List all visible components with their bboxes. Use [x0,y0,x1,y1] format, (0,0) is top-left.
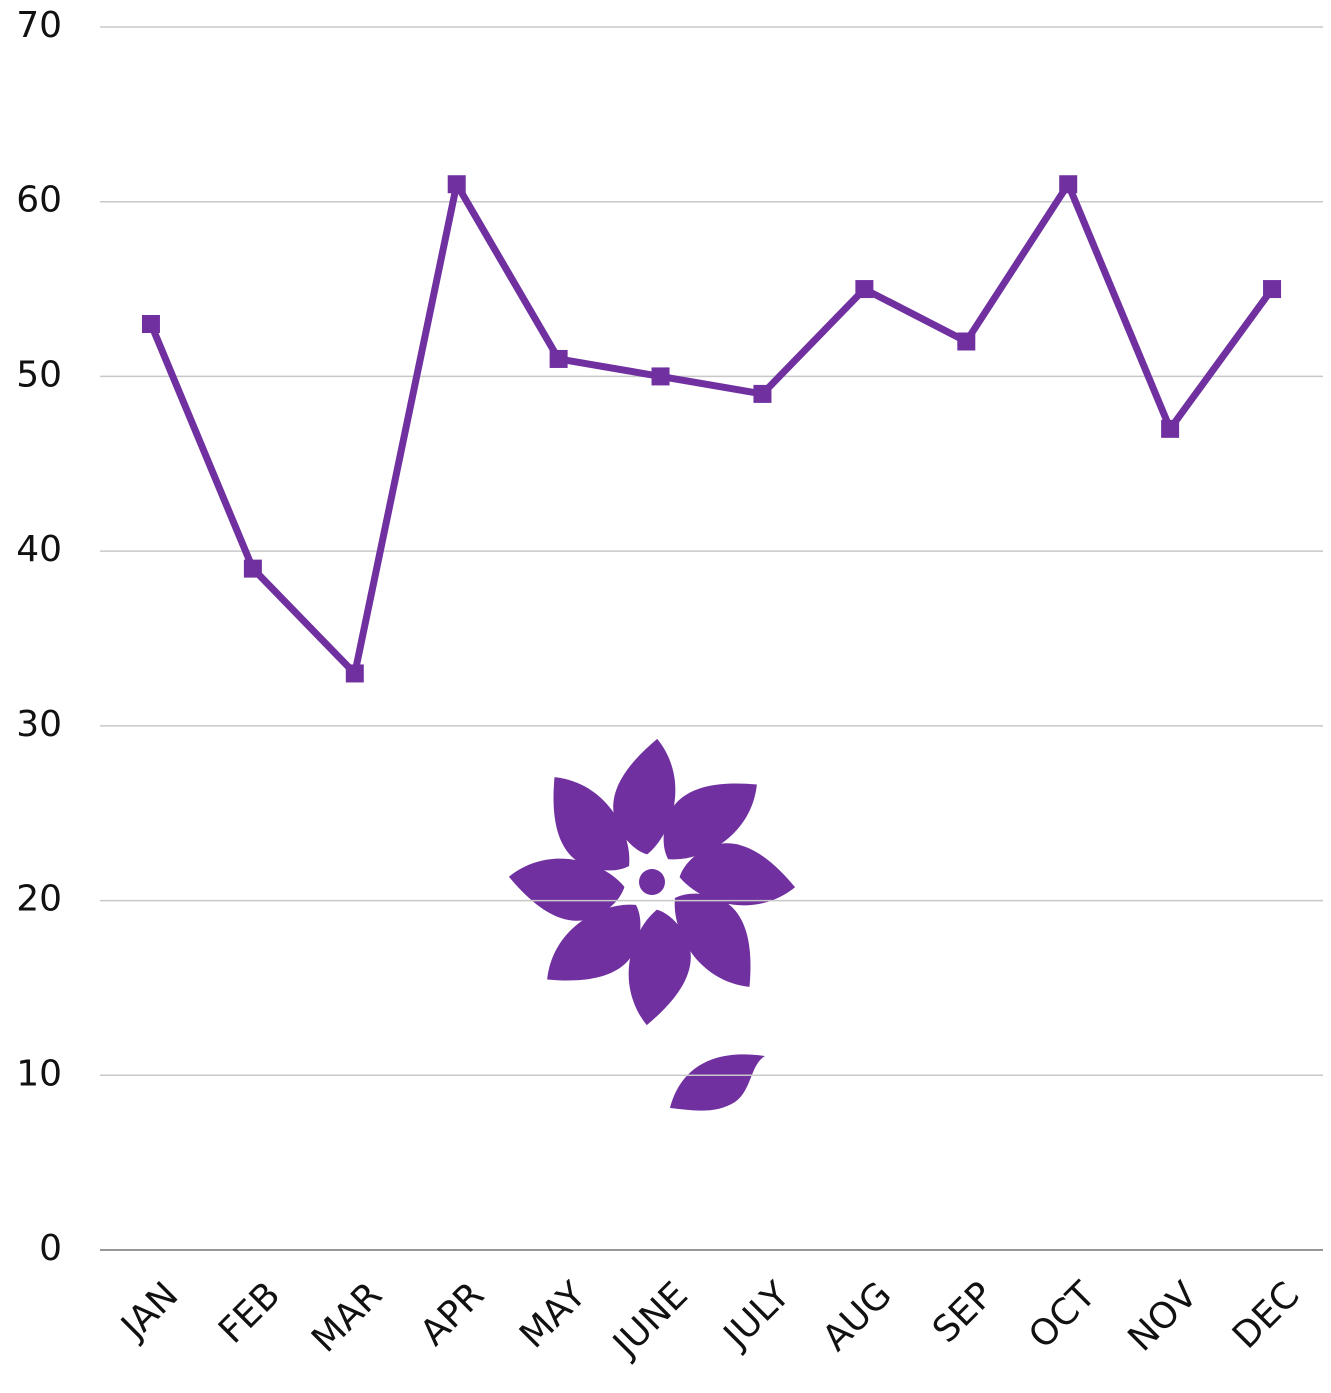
flower-decoration [507,737,797,1027]
y-tick-label: 20 [16,879,62,920]
marker [753,384,772,403]
x-tick-label: AUG [815,1274,900,1359]
y-tick-label: 30 [16,704,62,745]
marker [1263,280,1282,299]
line [147,180,1275,677]
marker [651,367,670,386]
marker [141,315,160,334]
marker [855,280,874,299]
x-tick-label: JAN [112,1274,186,1348]
x-tick-label: APR [413,1274,492,1353]
x-tick-label: JULY [715,1274,799,1358]
x-tick-label: DEC [1225,1274,1307,1356]
x-tick-label: SEP [925,1274,1002,1351]
y-tick-label: 0 [39,1228,62,1269]
y-tick-label: 70 [16,5,62,46]
y-tick-label: 60 [16,180,62,221]
marker [447,175,466,194]
x-tick-label: NOV [1121,1274,1206,1359]
fallen-petal [670,1054,765,1111]
x-tick-label: MAY [512,1274,595,1357]
marker [957,332,976,351]
marker [243,559,262,578]
marker [1161,419,1180,438]
x-tick-label: FEB [211,1274,288,1351]
y-tick-label: 50 [16,354,62,395]
x-tick-label: OCT [1021,1274,1104,1357]
x-tick-label: JUNE [604,1274,696,1366]
marker [549,349,568,368]
marker [1059,175,1078,194]
y-tick-label: 10 [16,1053,62,1094]
y-tick-label: 40 [16,529,62,570]
marker [345,664,364,683]
x-tick-label: MAR [304,1274,390,1360]
